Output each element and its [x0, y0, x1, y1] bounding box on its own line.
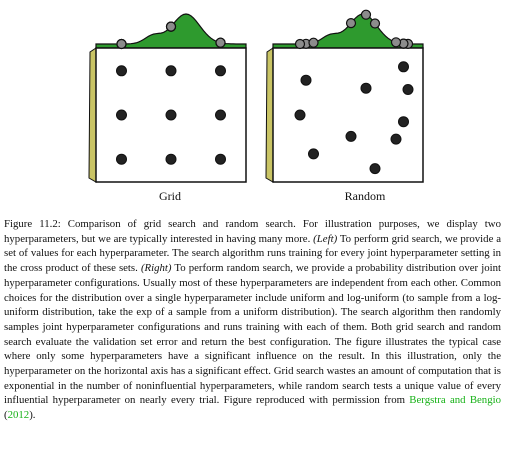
caption-left-tag: (Left) [313, 233, 337, 245]
sample-point [301, 75, 311, 85]
citation-close: ). [29, 409, 35, 421]
random-search-panel [266, 10, 423, 182]
sample-point [361, 83, 371, 93]
marginal-projection-point [216, 38, 225, 47]
sample-point [166, 110, 176, 120]
sample-point [295, 110, 305, 120]
side-marginal-density [89, 48, 96, 182]
sample-point [403, 85, 413, 95]
marginal-projection-point [362, 10, 371, 19]
sample-point [399, 62, 409, 72]
marginal-projection-point [167, 22, 176, 31]
marginal-projection-point [309, 38, 318, 47]
sample-point [166, 154, 176, 164]
marginal-projection-point [371, 19, 380, 28]
marginal-projection-point [347, 19, 356, 28]
caption-right-text: To perform random search, we provide a p… [4, 262, 501, 406]
sample-point [391, 134, 401, 144]
comparison-figure [0, 0, 516, 215]
figure-caption: Figure 11.2: Comparison of grid search a… [4, 217, 501, 423]
sample-point [370, 164, 380, 174]
sample-point [117, 154, 127, 164]
marginal-projection-point [296, 40, 305, 49]
random-label: Random [325, 189, 405, 204]
grid-search-panel [89, 14, 246, 182]
sample-point [309, 149, 319, 159]
sample-point [399, 117, 409, 127]
marginal-projection-point [117, 40, 126, 49]
sample-point [346, 131, 356, 141]
marginal-projection-point [392, 38, 401, 47]
sample-point [117, 66, 127, 76]
citation-link[interactable]: Bergstra and Bengio [409, 394, 501, 406]
sample-point [216, 66, 226, 76]
grid-label: Grid [140, 189, 200, 204]
sample-point [166, 66, 176, 76]
sample-point [216, 154, 226, 164]
side-marginal-density [266, 48, 273, 182]
sample-point [216, 110, 226, 120]
citation-year-link[interactable]: 2012 [8, 409, 30, 421]
sample-point [117, 110, 127, 120]
caption-right-tag: (Right) [141, 262, 172, 274]
